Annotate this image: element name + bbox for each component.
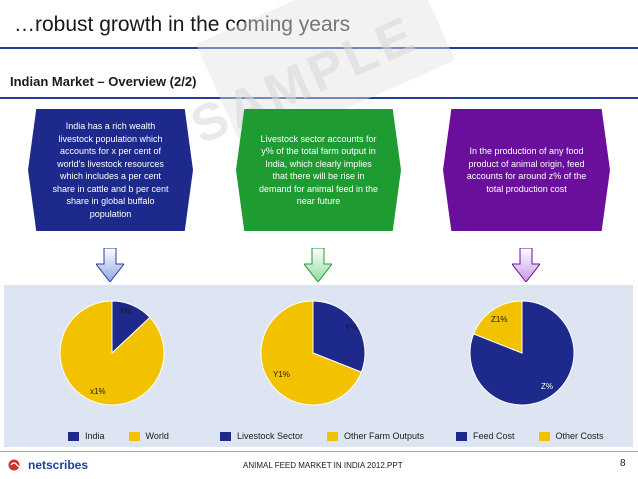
legend-item: Feed Cost — [456, 431, 515, 441]
callout-text: India has a rich wealth livestock popula… — [52, 121, 169, 219]
legend-swatch — [327, 431, 339, 441]
pie-slice-other-costs — [473, 300, 523, 354]
down-arrow-icon — [512, 248, 540, 282]
title-rule — [0, 47, 638, 49]
legend-india-world: India World — [68, 431, 193, 441]
legend-label: Other Farm Outputs — [344, 431, 425, 441]
callout-text: Livestock sector accounts for y% of the … — [258, 133, 379, 207]
callout-feed-cost: In the production of any food product of… — [443, 109, 610, 231]
slice-label-india: X% — [119, 307, 132, 316]
legend-item: India — [68, 431, 105, 441]
callout-text: In the production of any food product of… — [466, 146, 587, 194]
pie-chart-cost — [469, 300, 575, 406]
legend-item: Livestock Sector — [220, 431, 303, 441]
callout-livestock-sector: Livestock sector accounts for y% of the … — [236, 109, 401, 231]
slice-label-other-costs: Z1% — [491, 315, 508, 324]
logo-text: netscribes — [28, 458, 89, 472]
callout-india-livestock: India has a rich wealth livestock popula… — [28, 109, 193, 231]
subtitle-rule — [0, 97, 638, 99]
legend-swatch — [220, 431, 231, 441]
legend-item: Other Farm Outputs — [327, 431, 424, 441]
legend-livestock: Livestock Sector Other Farm Outputs — [220, 431, 448, 441]
slice-label-other-farm: Y1% — [273, 370, 290, 379]
down-arrow-icon — [96, 248, 124, 282]
footer-doc-name: ANIMAL FEED MARKET IN INDIA 2012.PPT — [243, 461, 403, 470]
slice-label-livestock: Y% — [345, 323, 358, 332]
pie-chart-india-world — [59, 300, 165, 406]
down-arrow-icon — [304, 248, 332, 282]
logo-mark-icon — [8, 459, 24, 471]
legend-swatch — [538, 431, 550, 441]
slide-subtitle: Indian Market – Overview (2/2) — [10, 74, 197, 89]
legend-label: World — [145, 431, 169, 441]
legend-swatch — [456, 431, 467, 441]
legend-label: Feed Cost — [473, 431, 515, 441]
pie-slice-world — [59, 300, 165, 406]
netscribes-logo: netscribes — [8, 458, 88, 472]
pie-chart-livestock — [260, 300, 366, 406]
slice-label-world: x1% — [90, 387, 106, 396]
legend-item: World — [128, 431, 169, 441]
legend-cost: Feed Cost Other Costs — [456, 431, 628, 441]
page-number: 8 — [620, 458, 626, 469]
legend-swatch — [128, 431, 140, 441]
pie-slice-other-farm-outputs — [260, 300, 362, 406]
legend-item: Other Costs — [538, 431, 604, 441]
pie-slice-livestock-sector — [312, 300, 366, 373]
legend-swatch — [68, 431, 79, 441]
legend-label: India — [85, 431, 105, 441]
legend-label: Other Costs — [555, 431, 604, 441]
legend-label: Livestock Sector — [237, 431, 304, 441]
footer-rule — [0, 451, 638, 452]
slice-label-feed-cost: Z% — [541, 382, 553, 391]
slide-title: …robust growth in the coming years — [14, 13, 351, 36]
